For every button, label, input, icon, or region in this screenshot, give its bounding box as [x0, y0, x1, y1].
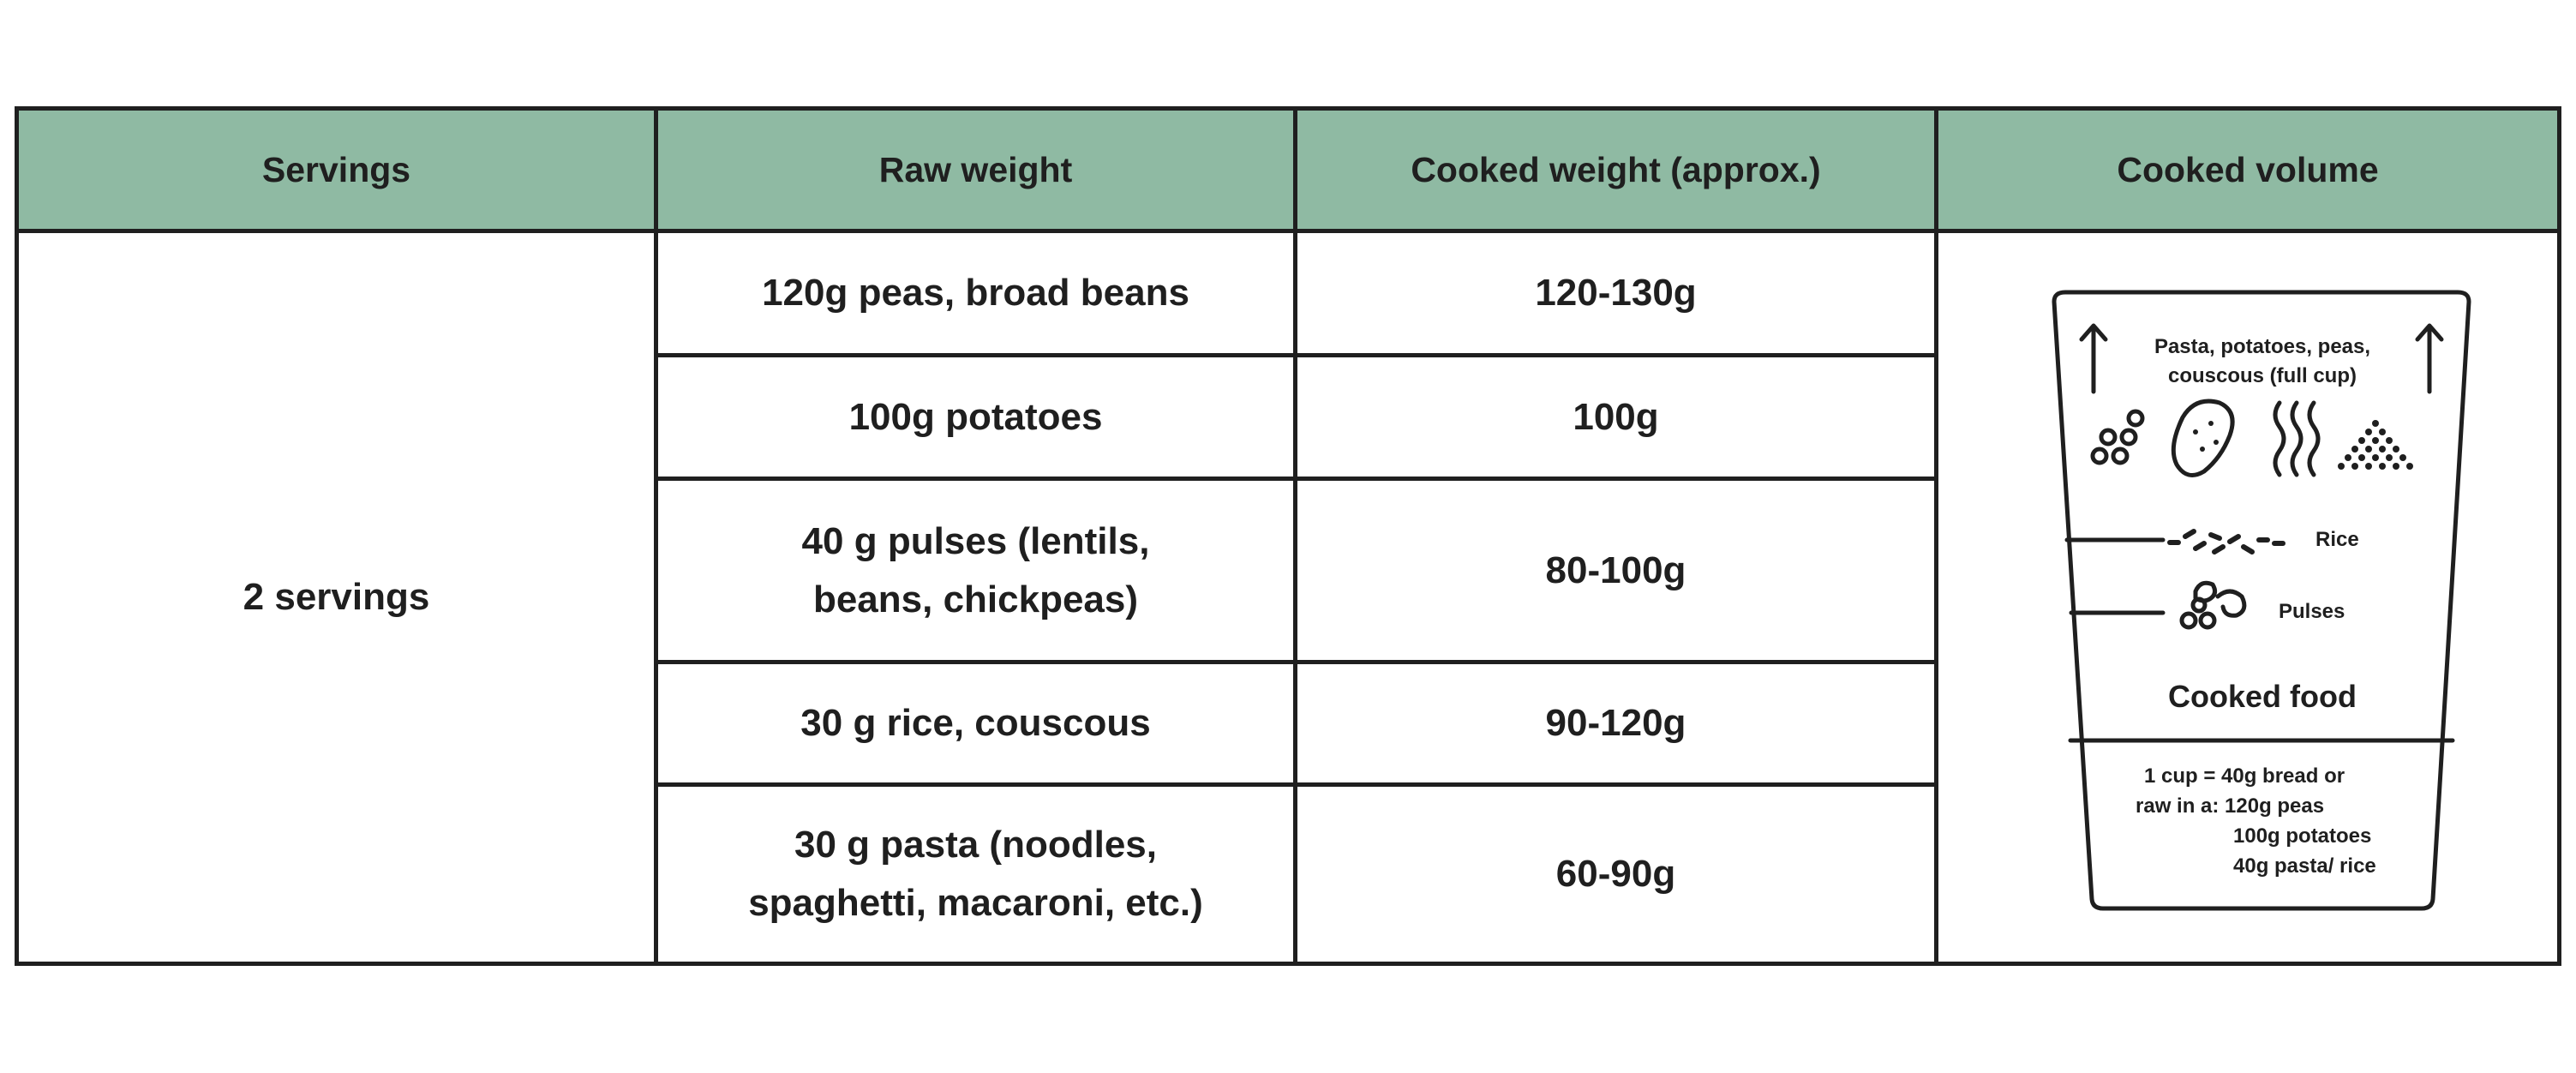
- raw-weight-line: 100g potatoes: [848, 395, 1103, 438]
- header-raw-weight: Raw weight: [878, 149, 1073, 189]
- raw-weight-cell: 30 g pasta (noodles, spaghetti, macaroni…: [658, 787, 1293, 962]
- raw-weight-cell: 40 g pulses (lentils, beans, chickpeas): [658, 481, 1293, 660]
- cup-note-line: 1 cup = 40g bread or: [2144, 764, 2345, 788]
- column-divider: [654, 111, 658, 962]
- pulses-label: Pulses: [2279, 600, 2345, 623]
- raw-weight-line: beans, chickpeas): [812, 578, 1139, 620]
- cup-top-label: Pasta, potatoes, peas, couscous (full cu…: [2127, 333, 2398, 391]
- servings-cell: 2 servings: [243, 576, 430, 618]
- cup-top-label-line: couscous (full cup): [2167, 364, 2357, 387]
- cup-note: 1 cup = 40g bread or raw in a: 120g peas…: [2136, 761, 2376, 881]
- row-divider: [654, 660, 1938, 664]
- header-cooked-volume: Cooked volume: [2117, 149, 2379, 189]
- header-servings: Servings: [261, 149, 411, 189]
- column-divider: [1934, 111, 1938, 962]
- raw-weight-cell: 30 g rice, couscous: [658, 664, 1293, 782]
- cup-illustration: [2052, 290, 2471, 911]
- raw-weight-cell: 120g peas, broad beans: [658, 233, 1293, 353]
- table-header-row: [19, 111, 2557, 233]
- row-divider: [654, 353, 1938, 357]
- cup-note-line: raw in a: 120g peas: [2136, 794, 2325, 818]
- raw-weight-line: 40 g pulses (lentils,: [801, 519, 1150, 562]
- pasta-icon: [2273, 400, 2321, 477]
- couscous-icon: [2338, 420, 2413, 470]
- cooked-food-label: Cooked food: [2168, 679, 2357, 714]
- column-divider: [1293, 111, 1297, 962]
- pulses-icon: [2179, 580, 2247, 630]
- raw-weight-line: 30 g pasta (noodles,: [794, 824, 1157, 866]
- cooked-weight-cell: 90-120g: [1545, 702, 1686, 744]
- cup-note-line: 100g potatoes: [2233, 824, 2372, 848]
- raw-weight-line: 30 g rice, couscous: [800, 702, 1151, 744]
- potato-icon: [2171, 399, 2235, 477]
- portion-table: Servings Raw weight Cooked weight (appro…: [15, 106, 2561, 966]
- rice-label: Rice: [2315, 528, 2359, 551]
- potato-eyes-icon: [2193, 421, 2219, 452]
- rice-icon: [2167, 529, 2285, 554]
- raw-weight-line: spaghetti, macaroni, etc.): [748, 882, 1203, 924]
- raw-weight-cell: 100g potatoes: [658, 357, 1293, 477]
- cup-note-line: 40g pasta/ rice: [2233, 854, 2376, 878]
- cooked-weight-cell: 80-100g: [1545, 548, 1686, 591]
- cup-top-label-line: Pasta, potatoes, peas,: [2154, 335, 2371, 358]
- cooked-weight-cell: 120-130g: [1535, 272, 1697, 314]
- cooked-volume-cell: Pasta, potatoes, peas, couscous (full cu…: [1938, 233, 2557, 962]
- cup-outline-icon: [2052, 290, 2471, 911]
- cooked-weight-cell: 60-90g: [1555, 853, 1676, 895]
- up-arrow-icon: [2415, 323, 2444, 394]
- row-divider: [654, 477, 1938, 481]
- row-divider: [654, 782, 1938, 787]
- up-arrow-icon: [2079, 323, 2108, 394]
- raw-weight-line: 120g peas, broad beans: [762, 272, 1189, 314]
- peas-icon: [2090, 409, 2145, 465]
- header-cooked-weight: Cooked weight (approx.): [1411, 149, 1821, 189]
- cooked-weight-cell: 100g: [1573, 395, 1659, 438]
